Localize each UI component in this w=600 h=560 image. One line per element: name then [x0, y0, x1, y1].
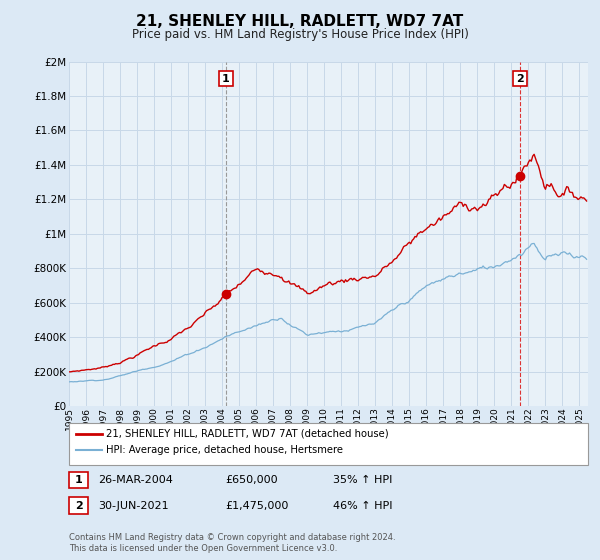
Text: 46% ↑ HPI: 46% ↑ HPI [333, 501, 392, 511]
Text: HPI: Average price, detached house, Hertsmere: HPI: Average price, detached house, Hert… [106, 445, 343, 455]
Text: 2: 2 [516, 74, 524, 83]
Text: Price paid vs. HM Land Registry's House Price Index (HPI): Price paid vs. HM Land Registry's House … [131, 28, 469, 41]
Text: 2: 2 [75, 501, 82, 511]
Text: 35% ↑ HPI: 35% ↑ HPI [333, 475, 392, 485]
Text: 21, SHENLEY HILL, RADLETT, WD7 7AT: 21, SHENLEY HILL, RADLETT, WD7 7AT [136, 14, 464, 29]
Text: £1,475,000: £1,475,000 [225, 501, 289, 511]
Text: 1: 1 [75, 475, 82, 485]
Text: 30-JUN-2021: 30-JUN-2021 [98, 501, 169, 511]
Text: Contains HM Land Registry data © Crown copyright and database right 2024.
This d: Contains HM Land Registry data © Crown c… [69, 533, 395, 553]
Text: 26-MAR-2004: 26-MAR-2004 [98, 475, 173, 485]
Text: £650,000: £650,000 [225, 475, 278, 485]
Text: 21, SHENLEY HILL, RADLETT, WD7 7AT (detached house): 21, SHENLEY HILL, RADLETT, WD7 7AT (deta… [106, 429, 389, 439]
Text: 1: 1 [222, 74, 230, 83]
